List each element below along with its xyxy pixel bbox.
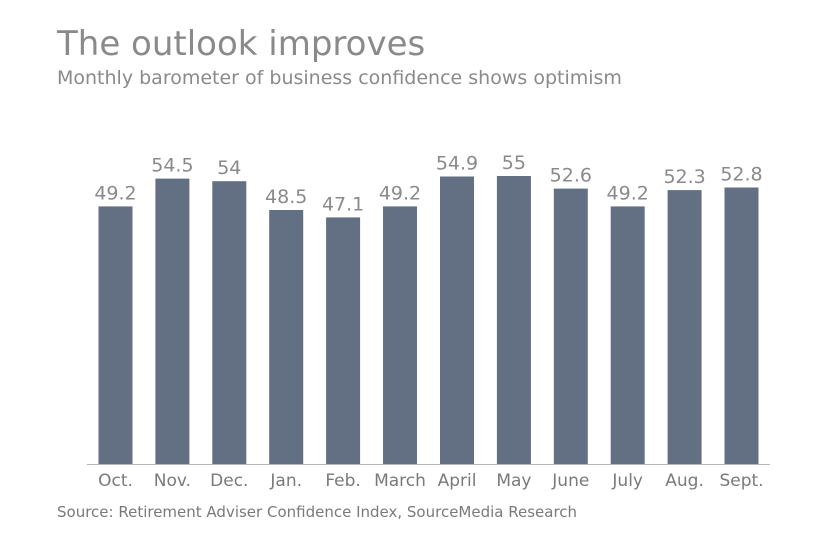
value-label: 54.5 xyxy=(151,155,193,177)
value-label: 52.3 xyxy=(663,166,705,188)
value-label: 49.2 xyxy=(607,182,649,204)
value-label: 54.9 xyxy=(436,153,478,175)
value-label: 49.2 xyxy=(94,182,136,204)
category-label: July xyxy=(611,471,643,491)
bar-feb xyxy=(326,217,361,464)
bar-july xyxy=(610,206,645,464)
bar-sept xyxy=(724,187,759,464)
chart-title: The outlook improves xyxy=(57,24,426,64)
bar-dec xyxy=(212,181,247,464)
bar-june xyxy=(553,188,588,464)
category-label: March xyxy=(374,471,426,491)
bar-march xyxy=(383,206,417,464)
value-label: 55 xyxy=(502,152,526,174)
source-note: Source: Retirement Adviser Confidence In… xyxy=(57,503,578,521)
value-label: 52.6 xyxy=(550,165,592,187)
bar-aug xyxy=(667,190,702,464)
value-label: 49.2 xyxy=(379,182,421,204)
category-label: Jan. xyxy=(269,471,302,491)
category-label: Oct. xyxy=(98,471,133,491)
category-label: Nov. xyxy=(154,471,191,491)
category-labels-group: Oct. Nov. Dec. Jan. Feb. March April May June Jul… xyxy=(98,471,763,491)
category-label: June xyxy=(551,471,589,491)
chart-subtitle: Monthly barometer of business confidence… xyxy=(57,67,622,89)
bars-group xyxy=(98,176,759,464)
value-label: 54 xyxy=(217,157,241,179)
value-label: 52.8 xyxy=(720,164,762,186)
bar-oct xyxy=(98,206,133,464)
value-label: 48.5 xyxy=(265,186,307,208)
bar-nov xyxy=(155,178,190,464)
bar-chart: 49.2 54.5 54 48.5 47.1 49.2 54.9 55 52.6 49.2 52.3… xyxy=(87,152,770,491)
value-label: 47.1 xyxy=(322,193,364,215)
category-label: Sept. xyxy=(719,471,763,491)
category-label: Aug. xyxy=(665,471,704,491)
category-label: April xyxy=(438,471,477,491)
category-label: May xyxy=(496,471,531,491)
value-labels-group: 49.2 54.5 54 48.5 47.1 49.2 54.9 55 52.6 49.2 52.3… xyxy=(94,152,762,215)
bar-may xyxy=(496,176,531,464)
bar-april xyxy=(440,176,474,464)
category-label: Dec. xyxy=(210,471,248,491)
bar-jan xyxy=(269,210,304,464)
category-label: Feb. xyxy=(325,471,361,491)
